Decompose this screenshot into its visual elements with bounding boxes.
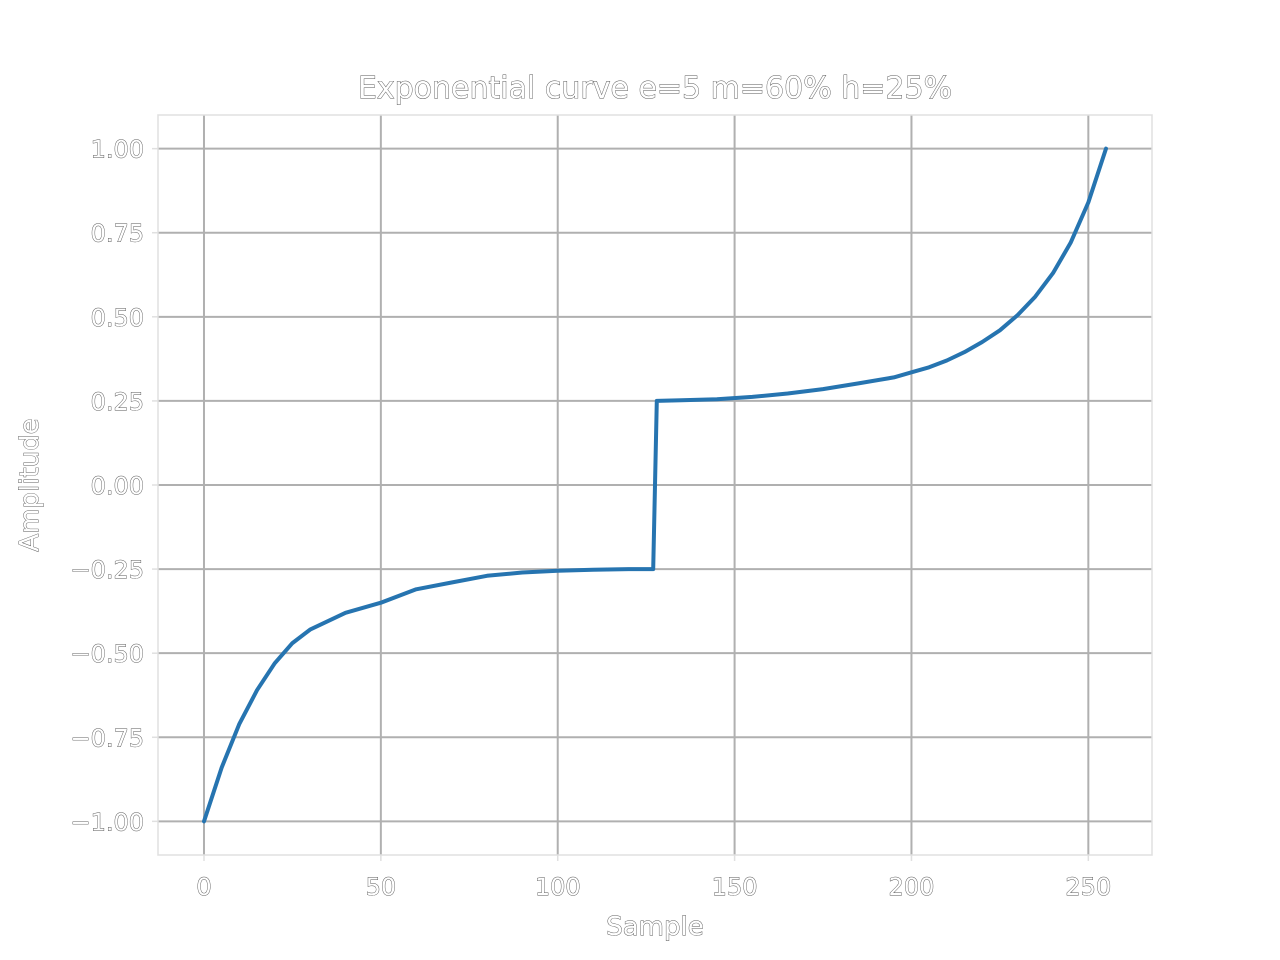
y-tick-label: −0.25 [70,556,144,584]
x-tick-label: 200 [889,873,935,901]
y-tick-label: 0.25 [91,388,144,416]
x-tick-label: 150 [712,873,758,901]
y-tick-label: −1.00 [70,808,144,836]
series-layer [202,146,1108,824]
x-tick-label: 50 [366,873,397,901]
series-line [202,146,1108,824]
y-tick-label: 1.00 [91,136,144,164]
x-tick-label: 0 [196,873,211,901]
x-tick-label: 250 [1065,873,1111,901]
y-tick-label: 0.00 [91,472,144,500]
x-tick-label: 100 [535,873,581,901]
y-tick-label: 0.75 [91,220,144,248]
x-axis-label: Sample [606,912,704,942]
y-axis-label: Amplitude [15,418,45,551]
y-tick-label: 0.50 [91,304,144,332]
y-tick-label: −0.75 [70,724,144,752]
ticks-layer: 0 50 100 150 200 250 1.00 0.75 0.50 0.25 0.00 −0.25… [70,135,1112,901]
chart-title: Exponential curve e=5 m=60% h=25% [358,71,952,106]
y-tick-label: −0.50 [70,640,144,668]
grid-layer [158,115,1152,855]
